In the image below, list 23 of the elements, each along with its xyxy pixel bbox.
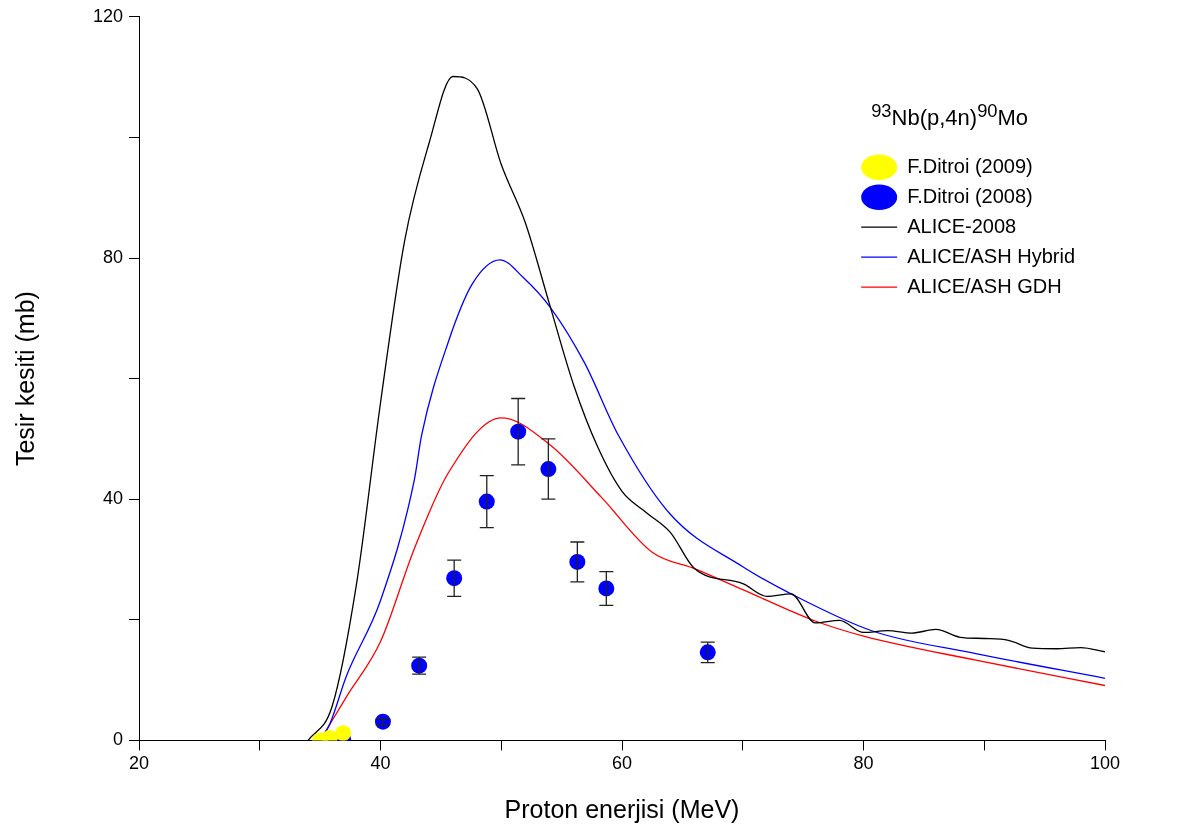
y-tick-label: 0 [113, 729, 124, 750]
legend-label: F.Ditroi (2008) [907, 184, 1033, 207]
point [478, 493, 495, 510]
legend-label: ALICE-2008 [907, 214, 1017, 237]
y-axis-title: Tesir kesiti (mb) [10, 291, 39, 467]
x-tick-label: 60 [612, 753, 633, 774]
legend-title: $^{93}$Nb(p,4n)$^{90}$Mo [871, 98, 1029, 131]
legend-label: ALICE/ASH Hybrid [907, 244, 1076, 267]
point [446, 570, 463, 587]
x-tick-label: 40 [370, 753, 391, 774]
point [540, 461, 557, 478]
point [569, 553, 586, 570]
y-tick-label: 40 [103, 488, 124, 509]
y-tick-label: 80 [103, 246, 124, 267]
point [335, 725, 352, 741]
legend-label: ALICE/ASH GDH [907, 274, 1062, 297]
x-axis-title: Proton enerjisi (MeV) [504, 794, 740, 823]
x-tick-label: 100 [1089, 753, 1121, 774]
x-tick-label: 20 [129, 753, 150, 774]
point [510, 423, 527, 440]
x-tick-label: 80 [853, 753, 874, 774]
legend-label: F.Ditroi (2009) [907, 154, 1033, 177]
y-tick-label: 120 [92, 5, 124, 26]
